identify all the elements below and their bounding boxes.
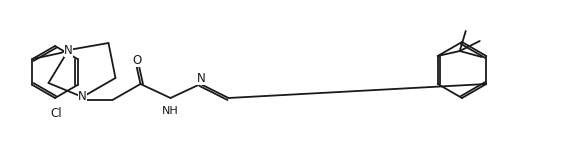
Text: NH: NH xyxy=(162,106,179,116)
Text: N: N xyxy=(197,72,206,84)
Text: N: N xyxy=(78,90,87,104)
Text: O: O xyxy=(133,54,142,66)
Text: N: N xyxy=(64,43,73,57)
Text: Cl: Cl xyxy=(50,107,62,120)
